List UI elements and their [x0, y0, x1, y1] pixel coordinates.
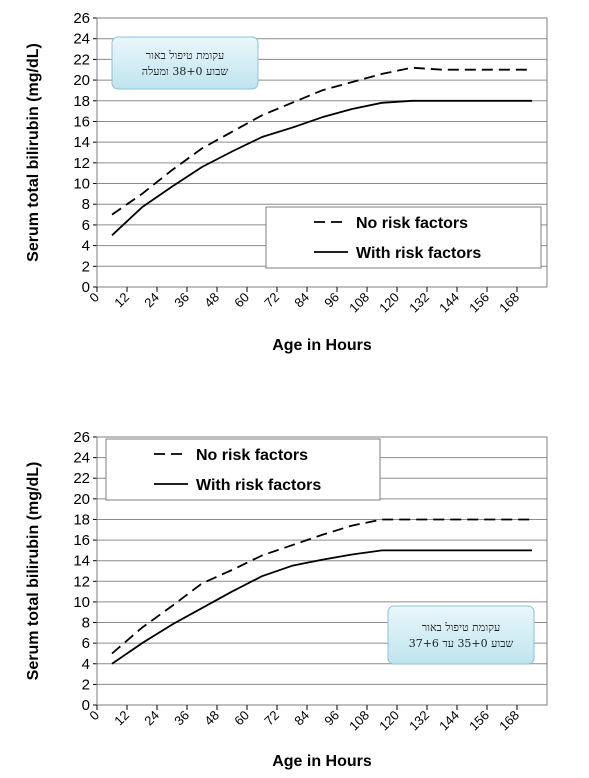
- series-line-with-risk: [111, 549, 532, 665]
- x-tick-label: 60: [231, 290, 252, 311]
- x-tick-label: 36: [171, 290, 192, 311]
- y-tick-label: 14: [73, 553, 90, 570]
- x-tick-label: 156: [466, 708, 492, 734]
- x-tick-label: 144: [436, 708, 462, 734]
- legend-box: [265, 206, 542, 269]
- y-tick-label: 10: [73, 594, 90, 611]
- y-axis-title: Serum total bilirubin (mg/dL): [25, 462, 42, 681]
- note-box: עקומת טיפול באור שבוע 38+0 ומעלה: [111, 36, 259, 90]
- x-tick-label: 168: [496, 708, 522, 734]
- legend: No risk factors With risk factors: [105, 438, 381, 501]
- x-tick-label: 96: [321, 290, 342, 311]
- y-tick-label: 0: [82, 279, 90, 296]
- note-line: עקומת טיפול באור: [422, 621, 501, 634]
- y-tick-label: 22: [73, 51, 90, 68]
- x-tick-label: 72: [261, 708, 282, 729]
- x-tick-label: 12: [111, 290, 132, 311]
- series-line-no-risk: [111, 518, 532, 655]
- y-tick-label: 8: [82, 196, 90, 213]
- x-tick-label: 84: [291, 290, 312, 311]
- y-tick-label: 20: [73, 491, 90, 508]
- note-background: [111, 36, 259, 90]
- y-tick-label: 16: [73, 113, 90, 130]
- y-tick-label: 2: [82, 676, 90, 693]
- y-tick-label: 8: [82, 615, 90, 632]
- x-tick-label: 120: [376, 708, 402, 734]
- plot-frame: [96, 436, 548, 706]
- y-tick-label: 24: [73, 450, 90, 467]
- legend-label: No risk factors: [356, 215, 468, 232]
- y-tick-label: 18: [73, 511, 90, 528]
- x-tick-label: 132: [406, 290, 432, 316]
- note-box: עקומת טיפול באור שבוע 35+0 עד 37+6: [387, 605, 535, 665]
- y-tick-label: 18: [73, 93, 90, 110]
- y-tick-label: 10: [73, 176, 90, 193]
- y-tick-label: 16: [73, 532, 90, 549]
- x-tick-label: 84: [291, 708, 312, 729]
- note-line: שבוע 35+0 עד 37+6: [409, 637, 514, 650]
- x-tick-label: 48: [201, 290, 222, 311]
- y-tick-label: 22: [73, 470, 90, 487]
- note-background: [387, 605, 535, 665]
- legend: No risk factors With risk factors: [265, 206, 542, 269]
- y-tick-label: 24: [73, 31, 90, 48]
- y-tick-label: 26: [73, 10, 90, 27]
- y-tick-label: 20: [73, 72, 90, 89]
- y-tick-label: 6: [82, 635, 90, 652]
- plot-frame: [96, 17, 548, 288]
- x-tick-label: 168: [496, 290, 522, 316]
- y-tick-label: 4: [82, 238, 90, 255]
- x-tick-label: 0: [86, 290, 102, 306]
- x-tick-label: 132: [406, 708, 432, 734]
- y-tick-label: 26: [73, 429, 90, 446]
- series-line-with-risk: [111, 99, 532, 236]
- x-tick-label: 144: [436, 290, 462, 316]
- x-axis-title: Age in Hours: [272, 753, 372, 770]
- x-tick-label: 72: [261, 290, 282, 311]
- legend-label: No risk factors: [196, 447, 308, 464]
- y-tick-label: 12: [73, 155, 90, 172]
- x-tick-label: 60: [231, 708, 252, 729]
- x-tick-label: 96: [321, 708, 342, 729]
- y-tick-label: 0: [82, 697, 90, 714]
- y-tick-label: 2: [82, 258, 90, 275]
- y-tick-label: 6: [82, 217, 90, 234]
- legend-label: With risk factors: [196, 477, 321, 494]
- x-axis-title: Age in Hours: [272, 337, 372, 354]
- x-tick-label: 24: [141, 290, 162, 311]
- x-tick-label: 156: [466, 290, 492, 316]
- y-axis-title: Serum total bilirubin (mg/dL): [25, 43, 42, 262]
- x-tick-label: 48: [201, 708, 222, 729]
- y-tick-label: 4: [82, 656, 90, 673]
- x-tick-label: 24: [141, 708, 162, 729]
- x-tick-label: 120: [376, 290, 402, 316]
- legend-box: [105, 438, 381, 501]
- x-tick-label: 0: [86, 708, 102, 724]
- x-tick-label: 36: [171, 708, 192, 729]
- note-line: שבוע 38+0 ומעלה: [142, 65, 229, 78]
- x-tick-label: 108: [346, 708, 372, 734]
- y-tick-label: 14: [73, 134, 90, 151]
- legend-label: With risk factors: [356, 245, 481, 262]
- x-tick-label: 12: [111, 708, 132, 729]
- note-line: עקומת טיפול באור: [146, 49, 225, 62]
- series-line-no-risk: [111, 66, 532, 216]
- y-tick-label: 12: [73, 573, 90, 590]
- x-tick-label: 108: [346, 290, 372, 316]
